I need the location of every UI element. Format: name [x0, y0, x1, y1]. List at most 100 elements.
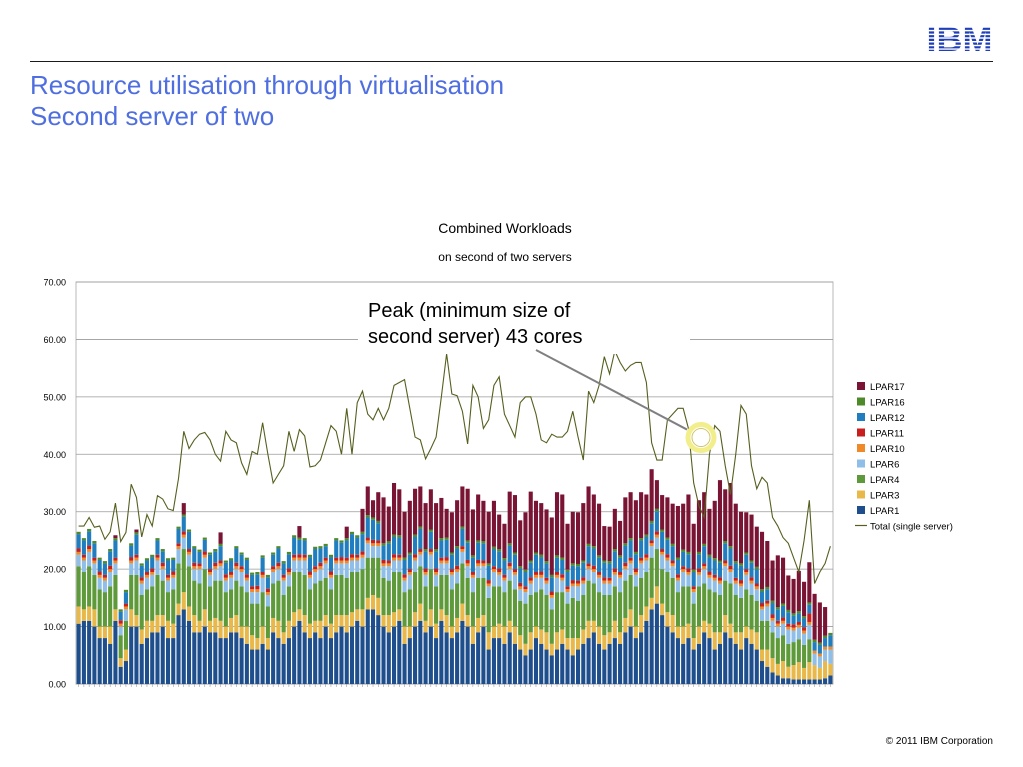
bar-segment-lpar11 — [229, 572, 234, 575]
bar-segment-lpar17 — [644, 494, 649, 535]
bar-segment-lpar12 — [597, 557, 602, 573]
bar-segment-lpar6 — [512, 574, 517, 590]
bar-segment-lpar10 — [334, 560, 339, 564]
bar-segment-lpar16 — [218, 543, 223, 547]
bar-segment-lpar12 — [607, 563, 612, 578]
bar-segment-lpar3 — [770, 658, 775, 673]
bar-segment-lpar16 — [791, 613, 796, 616]
bar-segment-lpar10 — [786, 626, 791, 630]
bar-segment-lpar17 — [365, 486, 370, 516]
bar-segment-lpar1 — [754, 649, 759, 684]
bar-segment-lpar6 — [554, 577, 560, 593]
bar-segment-lpar6 — [223, 580, 228, 593]
bar-segment-lpar11 — [581, 577, 586, 581]
bar-segment-lpar3 — [649, 597, 654, 610]
bar-segment-lpar10 — [108, 569, 113, 573]
bar-segment-lpar10 — [292, 557, 297, 561]
bar-segment-lpar6 — [376, 546, 381, 558]
legend-item-lpar16: LPAR16 — [857, 397, 905, 409]
bar-segment-lpar3 — [728, 623, 733, 639]
bar-segment-lpar12 — [250, 574, 255, 587]
bar-segment-lpar10 — [565, 589, 570, 593]
bar-segment-lpar17 — [717, 480, 723, 561]
bar-segment-lpar4 — [723, 580, 728, 616]
bar-segment-lpar6 — [171, 577, 176, 590]
bar-segment-lpar10 — [244, 577, 249, 581]
bar-segment-lpar12 — [486, 565, 491, 581]
bar-segment-lpar4 — [476, 577, 481, 618]
bar-segment-lpar4 — [660, 569, 665, 604]
bar-segment-lpar16 — [413, 534, 418, 537]
bar-segment-lpar4 — [202, 569, 207, 610]
legend-swatch — [857, 459, 865, 468]
bar-segment-lpar12 — [134, 534, 139, 555]
bar-segment-lpar16 — [623, 543, 628, 546]
bar-segment-lpar11 — [413, 554, 418, 558]
bar-segment-lpar17 — [444, 508, 449, 538]
bar-segment-lpar16 — [523, 569, 528, 573]
bar-segment-lpar1 — [318, 638, 323, 684]
bar-segment-lpar12 — [738, 565, 744, 581]
bar-segment-lpar1 — [334, 632, 339, 684]
bar-segment-lpar16 — [286, 551, 291, 555]
bar-segment-lpar1 — [260, 643, 265, 684]
bar-segment-lpar16 — [491, 546, 496, 550]
bar-segment-lpar6 — [802, 633, 807, 645]
bar-segment-lpar12 — [407, 554, 412, 570]
bar-segment-lpar3 — [812, 665, 817, 680]
bar-segment-lpar3 — [644, 606, 649, 621]
bar-segment-lpar3 — [738, 632, 744, 650]
bar-segment-lpar1 — [186, 620, 192, 684]
bar-segment-lpar16 — [759, 589, 765, 592]
bar-segment-lpar6 — [102, 580, 107, 593]
bar-segment-lpar10 — [139, 580, 144, 584]
bar-segment-lpar4 — [444, 574, 449, 616]
bar-segment-lpar1 — [365, 609, 370, 684]
bar-segment-lpar1 — [139, 643, 144, 684]
bar-segment-lpar10 — [155, 557, 160, 561]
bar-segment-lpar11 — [381, 559, 386, 564]
bar-segment-lpar10 — [160, 566, 165, 570]
bar-segment-lpar11 — [155, 554, 160, 558]
bar-segment-lpar11 — [639, 557, 644, 561]
bar-segment-lpar11 — [607, 577, 612, 581]
bar-segment-lpar6 — [497, 574, 502, 587]
bar-segment-lpar1 — [449, 638, 454, 684]
bar-segment-lpar3 — [696, 626, 701, 644]
bar-segment-lpar4 — [749, 594, 754, 630]
legend-label: LPAR6 — [870, 460, 899, 471]
bar-segment-lpar11 — [738, 580, 744, 584]
bar-segment-lpar16 — [381, 543, 386, 546]
bar-segment-lpar12 — [696, 554, 701, 569]
bar-segment-lpar12 — [413, 536, 418, 555]
bar-segment-lpar11 — [276, 562, 281, 567]
bar-segment-lpar4 — [81, 572, 86, 610]
bar-segment-lpar16 — [497, 549, 502, 552]
bar-segment-lpar12 — [759, 591, 765, 604]
bar-segment-lpar11 — [770, 614, 775, 618]
bar-segment-lpar4 — [796, 639, 801, 663]
bar-segment-lpar3 — [681, 626, 686, 644]
bar-segment-lpar1 — [218, 638, 223, 684]
bar-segment-lpar12 — [502, 560, 507, 575]
bar-segment-lpar10 — [250, 589, 255, 593]
bar-segment-lpar6 — [355, 560, 360, 573]
bar-segment-lpar1 — [129, 626, 134, 684]
bar-segment-lpar10 — [759, 606, 765, 610]
bar-segment-lpar1 — [717, 643, 723, 684]
bar-segment-lpar4 — [197, 583, 202, 621]
bar-segment-lpar1 — [707, 638, 712, 684]
bar-segment-lpar16 — [691, 569, 696, 573]
bar-segment-lpar16 — [402, 557, 407, 560]
bar-segment-lpar10 — [623, 566, 628, 570]
bar-segment-lpar3 — [118, 658, 123, 667]
bar-segment-lpar3 — [297, 609, 302, 621]
bar-segment-lpar17 — [418, 486, 423, 527]
bar-segment-lpar12 — [428, 531, 433, 550]
bar-segment-lpar3 — [449, 626, 454, 639]
bar-segment-lpar1 — [512, 643, 517, 684]
bar-segment-lpar6 — [507, 569, 512, 581]
bar-segment-lpar1 — [265, 649, 270, 684]
bar-segment-lpar6 — [318, 569, 323, 581]
bar-segment-lpar4 — [265, 606, 270, 639]
